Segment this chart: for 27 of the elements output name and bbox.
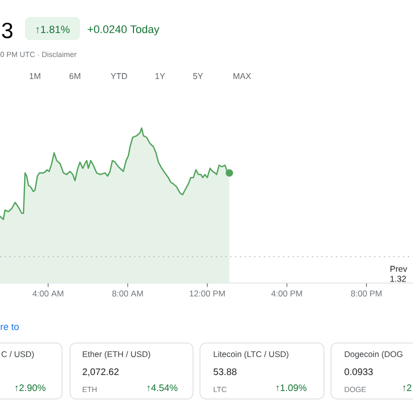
- text: Litecoin (LTC / USD): [214, 351, 288, 359]
- text: 1Y: [155, 73, 165, 79]
- text: re to: [0, 324, 19, 330]
- text: ↑2: [403, 384, 412, 392]
- text: +0.0240 Today: [88, 25, 160, 36]
- x-tick-label: 8:00 AM: [112, 290, 143, 297]
- text: Ether (ETH / USD): [82, 351, 150, 359]
- text: 1M: [30, 73, 40, 79]
- text: 0.0933: [344, 368, 373, 376]
- text: Dogecoin (DOG: [344, 351, 402, 359]
- text: ↑2.90%: [15, 384, 46, 392]
- x-tick-label: 12:00 PM: [190, 290, 225, 297]
- text: 3: [2, 22, 12, 38]
- text: ↑1.81%: [36, 26, 70, 34]
- text: 53.88: [214, 368, 236, 376]
- text: ↑1.09%: [276, 384, 306, 392]
- text: 2,072.62: [82, 368, 119, 376]
- x-tick-label: 4:00 PM: [271, 290, 302, 297]
- x-tick-label: 8:00 PM: [351, 290, 382, 297]
- text: C / USD): [2, 351, 34, 359]
- text: YTD: [110, 73, 128, 79]
- x-tick-label: 4:00 AM: [32, 290, 64, 297]
- text: 6M: [70, 73, 80, 80]
- ref-line-label: Prev 1.32: [390, 266, 408, 282]
- text: MAX: [234, 73, 251, 79]
- text: 5Y: [193, 73, 203, 80]
- text: ↑4.54%: [147, 384, 178, 392]
